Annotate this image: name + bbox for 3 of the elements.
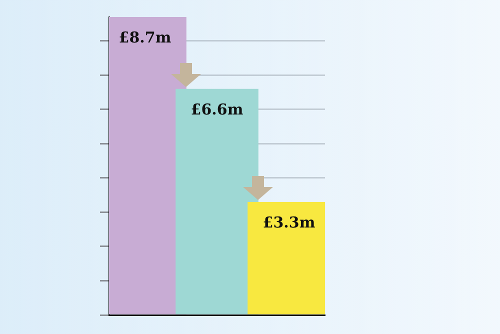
data-label: £6.6m (190, 100, 244, 118)
data-label: £8.7m (118, 28, 172, 46)
data-label: £3.3m (262, 213, 316, 232)
